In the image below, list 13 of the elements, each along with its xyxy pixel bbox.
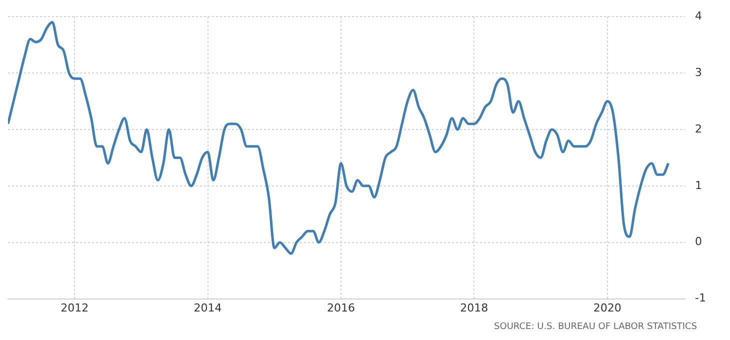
x-tick-label: 2016: [326, 301, 355, 314]
source-note: SOURCE: U.S. BUREAU OF LABOR STATISTICS: [494, 322, 698, 332]
y-tick-label: 1: [695, 178, 702, 192]
y-tick-label: 0: [695, 235, 702, 248]
x-tick-label: 2018: [460, 301, 488, 314]
x-tick-label: 2014: [194, 301, 222, 314]
x-tick-label: 2012: [60, 301, 89, 314]
y-tick-label: -1: [695, 292, 706, 305]
line-series: [8, 20, 670, 255]
y-tick-label: 2: [695, 122, 702, 136]
x-tick-label: 2020: [593, 301, 622, 314]
y-tick-label: 4: [695, 9, 702, 22]
y-tick-label: 3: [695, 66, 702, 79]
